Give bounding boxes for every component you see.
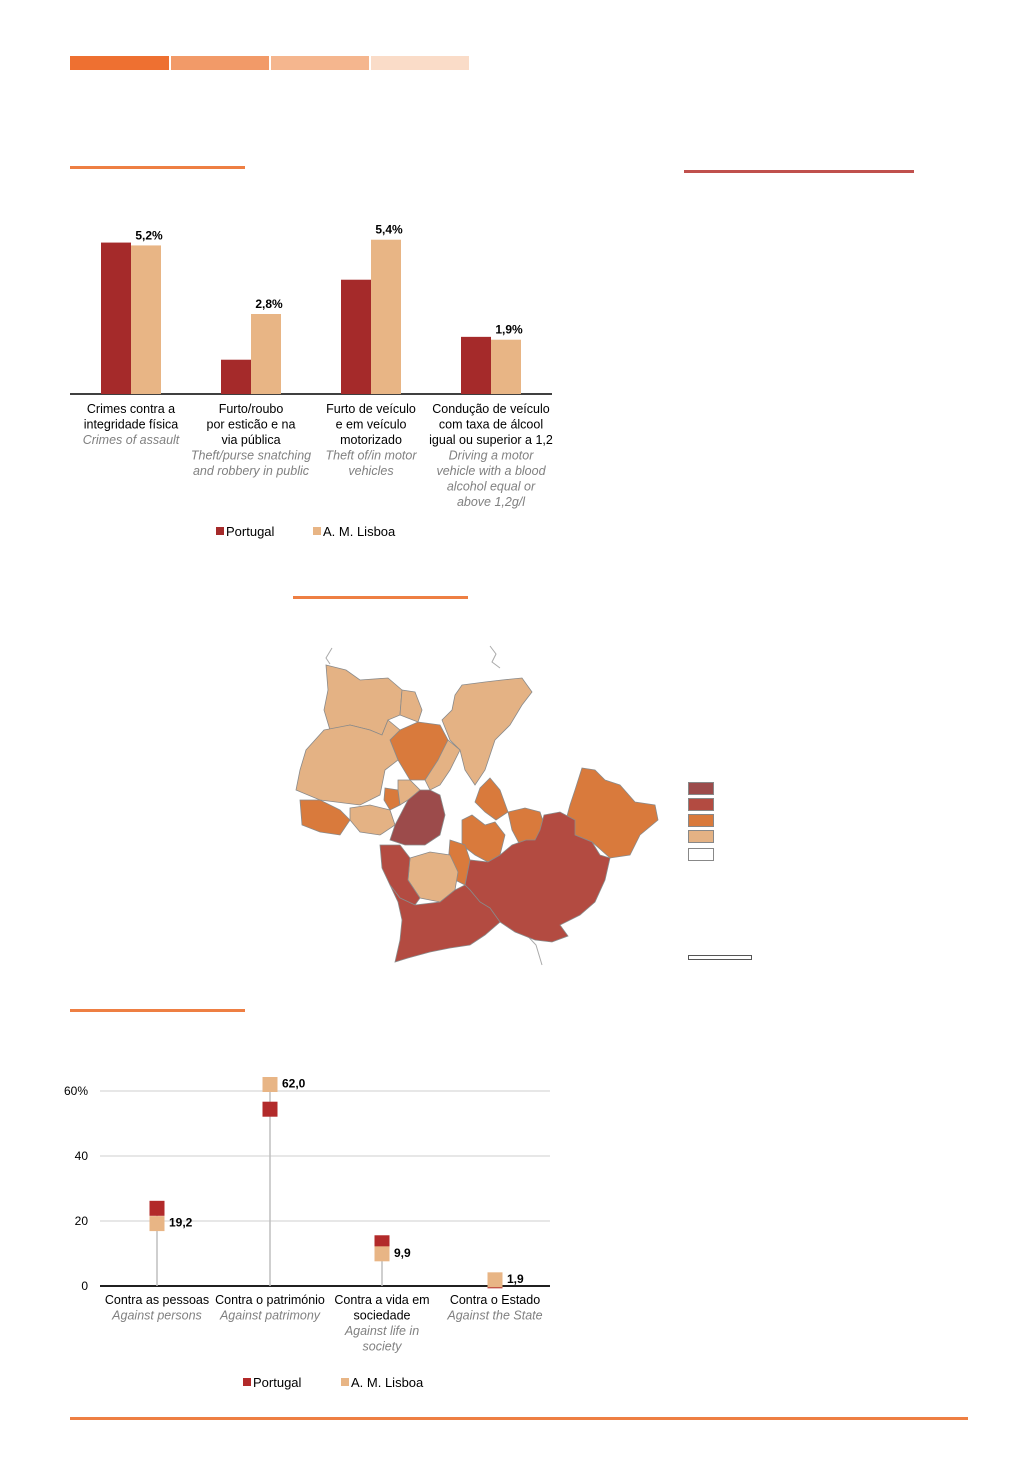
category-label-en: above 1,2g/l: [457, 495, 526, 509]
category-label: Contra as pessoas: [105, 1293, 209, 1307]
category-label-en: Driving a motor: [449, 449, 535, 463]
bar-portugal: [101, 242, 131, 394]
map-region: [383, 787, 401, 811]
section-rule-sidebar: [684, 170, 914, 173]
map-legend-swatch-5: [688, 848, 714, 861]
map-region: [424, 739, 461, 791]
map-region: [565, 767, 659, 859]
legend-swatch-portugal: [243, 1378, 251, 1386]
map-region: [399, 689, 423, 723]
y-tick-label: 0: [81, 1279, 88, 1293]
header-bar-segment-2: [171, 56, 269, 70]
section-rule-map: [293, 596, 468, 599]
header-bar-segment-4: [371, 56, 469, 70]
category-label-en: alcohol equal or: [447, 480, 536, 494]
header-bar-segment-3: [271, 56, 369, 70]
category-label: com taxa de álcool: [439, 418, 543, 432]
legend-label-lisboa: A. M. Lisboa: [323, 524, 396, 539]
category-label: Contra o Estado: [450, 1293, 540, 1307]
bar-lisboa: [251, 314, 281, 394]
marker-lisboa: [262, 1077, 278, 1092]
bar-portugal: [221, 359, 251, 394]
map-region: [461, 814, 506, 863]
marker-lisboa: [374, 1246, 390, 1262]
bar-lisboa: [491, 339, 521, 394]
map-region: [441, 677, 533, 786]
map-region: [349, 804, 396, 836]
map-legend-swatch-4: [688, 830, 714, 843]
data-label: 1,9%: [495, 323, 523, 337]
category-label-en: vehicle with a blood: [436, 464, 546, 478]
map-region: [295, 719, 401, 806]
data-label: 2,8%: [255, 297, 283, 311]
category-label-en: Against patrimony: [219, 1309, 321, 1323]
category-label-en: Against life in: [344, 1324, 419, 1338]
map-region: [464, 811, 611, 943]
bar-portugal: [341, 279, 371, 394]
marker-portugal: [149, 1200, 165, 1216]
category-label: Contra a vida em: [334, 1293, 429, 1307]
map-legend-swatch-1: [688, 782, 714, 795]
map-legend-swatch-3: [688, 814, 714, 827]
lisbon-region-map: [295, 645, 659, 966]
data-label: 5,2%: [135, 228, 163, 242]
category-label-en: Theft/purse snatching: [191, 449, 311, 463]
category-label: igual ou superior a 1,2: [429, 433, 553, 447]
section-rule-chart2: [70, 1009, 245, 1012]
category-label: por esticão e na: [207, 418, 296, 432]
legend-label-portugal: Portugal: [253, 1375, 302, 1390]
legend-swatch-lisboa: [313, 527, 321, 535]
map-region: [379, 844, 421, 906]
category-label: integridade física: [84, 418, 179, 432]
category-label-en: Theft of/in motor: [325, 449, 417, 463]
category-label-en: vehicles: [348, 464, 393, 478]
category-label: Furto de veículo: [326, 402, 416, 416]
map-region: [299, 799, 351, 836]
category-label: via pública: [221, 433, 280, 447]
category-label: Condução de veículo: [432, 402, 549, 416]
map-region: [389, 789, 446, 846]
legend-label-lisboa: A. M. Lisboa: [351, 1375, 424, 1390]
footer-rule: [70, 1417, 968, 1420]
data-label: 19,2: [169, 1216, 193, 1230]
y-tick-label: 40: [75, 1149, 89, 1163]
map-legend: [688, 782, 718, 862]
category-label-en: society: [363, 1340, 403, 1354]
category-label: e em veículo: [336, 418, 407, 432]
category-label: Furto/roubo: [219, 402, 284, 416]
category-label-en: Against persons: [111, 1309, 202, 1323]
category-label-en: and robbery in public: [193, 464, 310, 478]
bar-lisboa: [371, 239, 401, 394]
section-rule-chart1: [70, 166, 245, 169]
map-region: [474, 777, 509, 821]
bar-lisboa: [131, 245, 161, 394]
header-bar-segment-1: [70, 56, 169, 70]
marker-portugal: [262, 1101, 278, 1117]
category-label-en: Crimes of assault: [83, 433, 180, 447]
bar-chart-crime-rates: 5,2% 2,8% 5,4% 1,9% Crimes contra a integrida…: [70, 223, 553, 539]
data-label: 62,0: [282, 1077, 306, 1091]
map-outline-northeast: [489, 645, 501, 669]
category-label-en: Against the State: [446, 1309, 542, 1323]
legend-swatch-lisboa: [341, 1378, 349, 1386]
map-outline-north: [325, 647, 333, 665]
legend-label-portugal: Portugal: [226, 524, 275, 539]
marker-lisboa: [487, 1272, 503, 1288]
marker-lisboa: [149, 1216, 165, 1232]
legend-swatch-portugal: [216, 527, 224, 535]
y-tick-label: 20: [75, 1214, 89, 1228]
bar-portugal: [461, 336, 491, 394]
category-label: motorizado: [340, 433, 402, 447]
category-label: Crimes contra a: [87, 402, 175, 416]
data-label: 5,4%: [375, 223, 403, 237]
data-label: 9,9: [394, 1246, 411, 1260]
map-legend-swatch-2: [688, 798, 714, 811]
category-label: Contra o património: [215, 1293, 325, 1307]
map-region: [389, 884, 501, 963]
category-label: sociedade: [354, 1309, 411, 1323]
y-tick-label: 60%: [64, 1084, 88, 1098]
dot-chart-crime-categories: 0 20 40 60% 19,2 62,0 9,9 1,9 Contra as pessoas A…: [64, 1077, 550, 1390]
data-label: 1,9: [507, 1272, 524, 1286]
map-scale-bar: [688, 955, 752, 960]
